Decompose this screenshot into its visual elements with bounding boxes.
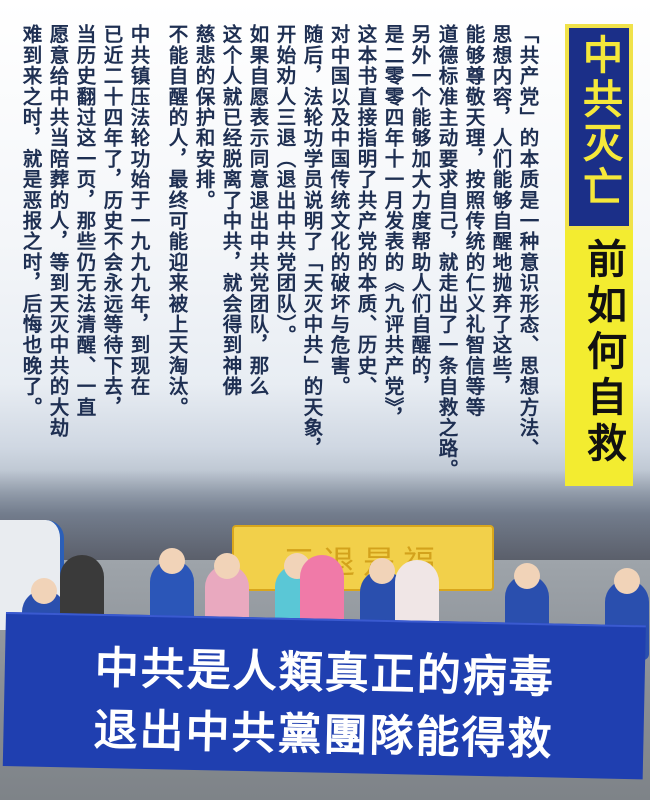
text-column: 对中国以及中国传统文化的破坏与危害。 xyxy=(327,24,350,397)
text-column: 难到来之时，就是恶报之时，后悔也晚了。 xyxy=(19,24,42,418)
text-column: 随后，法轮功学员说明了「天灭中共」的天象， xyxy=(300,24,323,459)
title-bottom-text: 前如何自救 xyxy=(580,238,626,468)
parade-person-head xyxy=(369,558,395,584)
text-column: 「共产党」的本质是一种意识形态、思想方法、 xyxy=(516,24,539,459)
title-box-bottom: 前如何自救 xyxy=(565,230,633,486)
parade-person-head xyxy=(214,553,240,579)
article-text: 「共产党」的本质是一种意识形态、思想方法、 思想内容，人们能够自醒地抛弃了这些，… xyxy=(18,24,539,479)
yellow-banner-text: 三退是福 xyxy=(282,543,443,581)
text-column: 这本书直接指明了共产党的本质、历史、 xyxy=(354,24,377,397)
text-column: 不能自醒的人，最终可能迎来被上天淘汰。 xyxy=(165,24,188,418)
parade-person-head xyxy=(31,578,57,604)
parade-person-head xyxy=(614,568,640,594)
text-column: 慈悲的保护和安排。 xyxy=(192,24,215,211)
parade-person-head xyxy=(514,563,540,589)
text-column: 中共镇压法轮功始于一九九九年，到现在 xyxy=(127,24,150,397)
text-column: 这个人就已经脱离了中共，就会得到神佛 xyxy=(219,24,242,397)
text-column: 已近二十四年了，历史不会永远等待下去， xyxy=(100,24,123,418)
text-column: 愿意给中共当陪葬的人，等到天灭中共的大劫 xyxy=(46,24,69,438)
parade-person-head xyxy=(159,548,185,574)
text-column: 开始劝人三退（退出中共党团队）。 xyxy=(273,24,296,346)
blue-parade-banner: 中共是人類真正的病毒 退出中共黨團隊能得救 xyxy=(2,612,646,780)
text-column: 是二零零四年十一月发表的《九评共产党》， xyxy=(381,24,404,429)
text-column: 思想内容，人们能够自醒地抛弃了这些， xyxy=(489,24,512,397)
text-column: 能够尊敬天理，按照传统的仁义礼智信等等 xyxy=(462,24,485,418)
title-top-text: 中共灭亡 xyxy=(576,34,622,210)
title-box-top: 中共灭亡 xyxy=(565,24,633,230)
text-column: 当历史翻过这一页，那些仍无法清醒、一直 xyxy=(73,24,96,418)
text-column: 道德标准主动要求自己，就走出了一条自救之路。 xyxy=(435,24,458,480)
text-column: 另外一个能够加大力度帮助人们自醒的， xyxy=(408,24,431,397)
banner-line-2: 退出中共黨團隊能得救 xyxy=(93,704,554,766)
text-column: 如果自愿表示同意退出中共党团队，那么 xyxy=(246,24,269,397)
